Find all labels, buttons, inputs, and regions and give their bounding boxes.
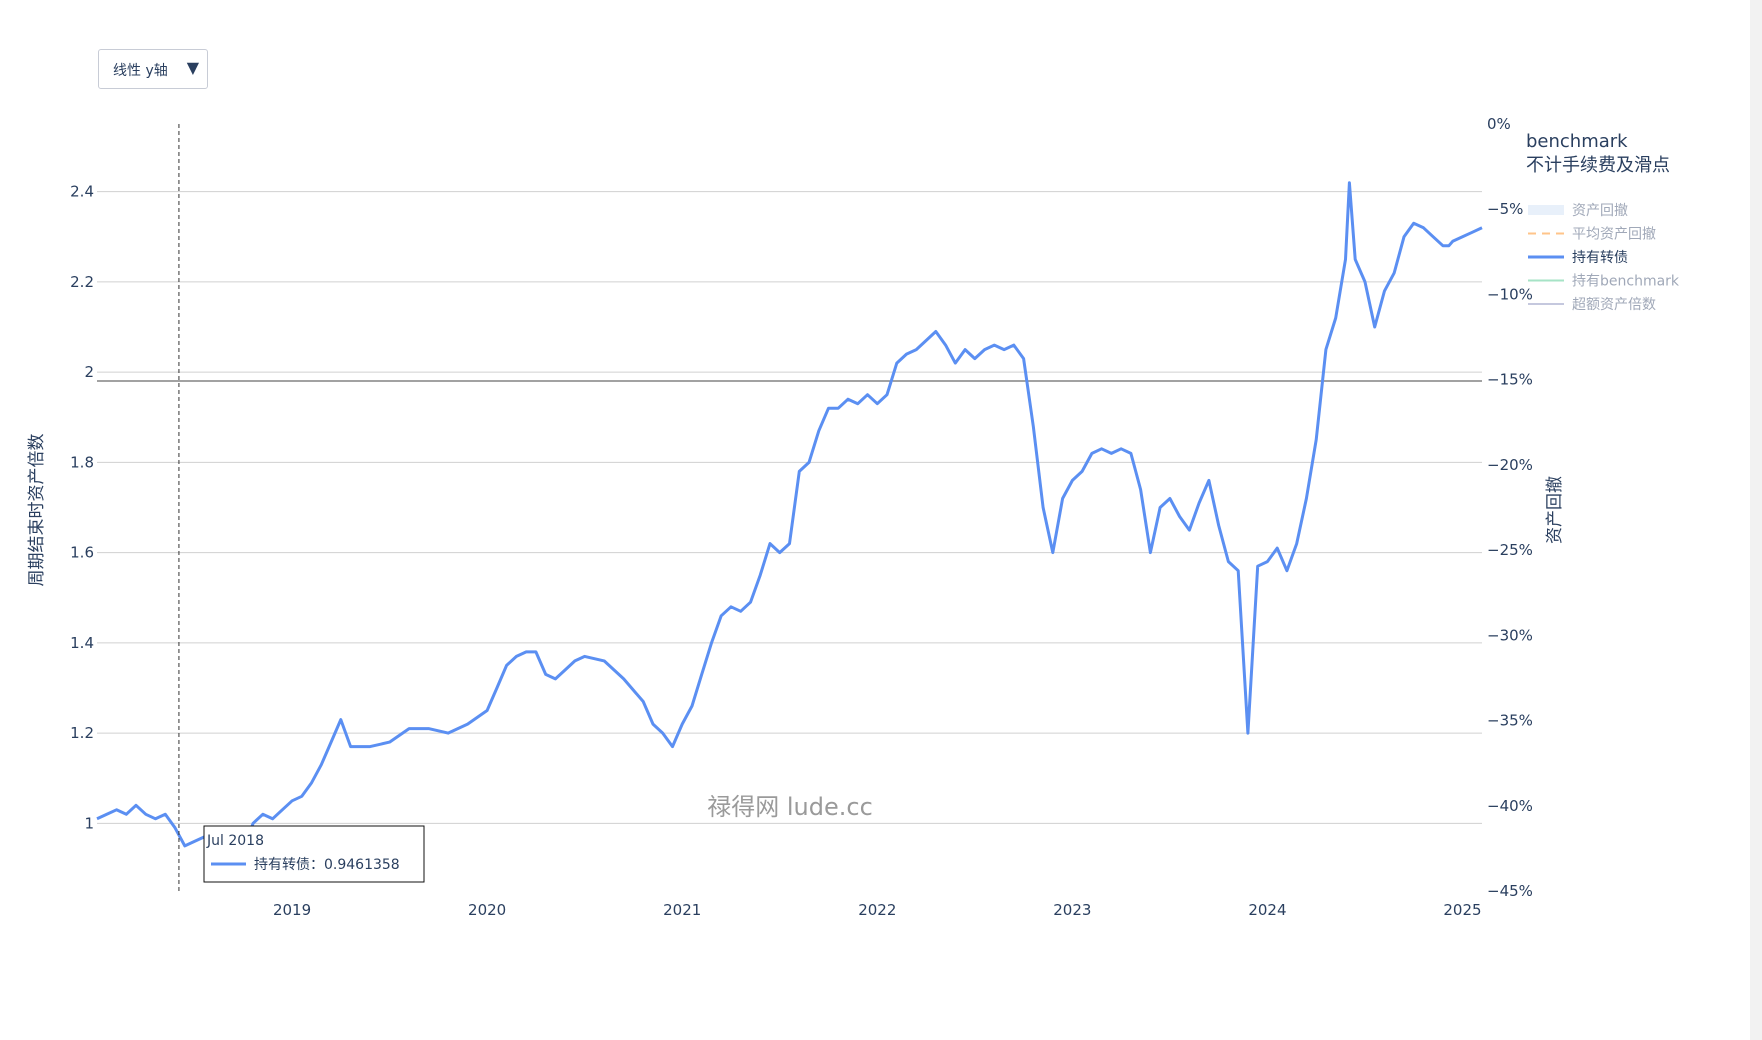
y-axis-title: 周期结束时资产倍数 <box>27 434 47 587</box>
x-tick-label: 2022 <box>858 901 896 919</box>
x-tick-label: 2025 <box>1443 901 1481 919</box>
page-scrollbar[interactable] <box>1750 0 1762 1040</box>
legend: benchmark 不计手续费及滑点 资产回撤平均资产回撤持有转债持有bench… <box>1526 131 1680 313</box>
y-axis-ticks: 1 1.2 1.4 1.6 1.8 2 2.2 2.4 <box>70 183 94 833</box>
y2-tick-label: 0% <box>1487 115 1511 133</box>
y-tick-label: 2.4 <box>70 183 94 201</box>
y2-tick-label: −25% <box>1487 541 1533 559</box>
hover-value: 0.9461358 <box>324 857 400 873</box>
svg-text:持有转债：0.9461358: 持有转债：0.9461358 <box>254 857 400 873</box>
legend-swatch <box>1528 205 1564 215</box>
x-axis-ticks: 2019 2020 2021 2022 2023 2024 2025 <box>273 901 1482 919</box>
legend-title-2: 不计手续费及滑点 <box>1526 155 1670 176</box>
x-tick-label: 2021 <box>663 901 701 919</box>
watermark: 禄得网 lude.cc <box>707 793 873 821</box>
hover-series-name: 持有转债 <box>254 857 310 873</box>
legend-label: 资产回撤 <box>1572 203 1628 219</box>
legend-item[interactable]: 资产回撤 <box>1528 203 1628 219</box>
legend-title-1: benchmark <box>1526 131 1628 152</box>
legend-item[interactable]: 持有转债 <box>1528 250 1628 266</box>
x-tick-label: 2024 <box>1248 901 1286 919</box>
series-line-holding-bonds[interactable] <box>96 181 1483 852</box>
y2-tick-label: −5% <box>1487 200 1523 218</box>
series-layer <box>96 181 1483 852</box>
x-tick-label: 2020 <box>468 901 506 919</box>
hover-date: Jul 2018 <box>206 833 264 849</box>
dropdown-label: 线性 y轴 <box>113 63 168 79</box>
hover-tooltip: Jul 2018 持有转债：0.9461358 <box>203 825 425 883</box>
y-tick-label: 1.4 <box>70 634 94 652</box>
y2-tick-label: −10% <box>1487 285 1533 303</box>
y2-tick-label: −35% <box>1487 712 1533 730</box>
hover-separator: ： <box>310 857 324 873</box>
y2-tick-label: −15% <box>1487 371 1533 389</box>
y-tick-label: 2.2 <box>70 273 94 291</box>
y2-tick-label: −20% <box>1487 456 1533 474</box>
x-tick-label: 2023 <box>1053 901 1091 919</box>
y-tick-label: 1.6 <box>70 544 94 562</box>
y-tick-label: 1.2 <box>70 724 94 742</box>
x-tick-label: 2019 <box>273 901 311 919</box>
legend-label: 持有转债 <box>1572 250 1628 266</box>
dropdown-arrow-icon: ▼ <box>186 58 199 77</box>
y-tick-label: 1.8 <box>70 453 94 471</box>
legend-label: 超额资产倍数 <box>1572 297 1656 313</box>
legend-item[interactable]: 超额资产倍数 <box>1528 297 1656 313</box>
y2-axis-title: 资产回撤 <box>1545 476 1565 544</box>
y-axis-scale-dropdown[interactable]: 线性 y轴 ▼ <box>98 49 208 89</box>
y2-tick-label: −30% <box>1487 626 1533 644</box>
legend-item[interactable]: 持有benchmark <box>1528 274 1680 290</box>
legend-label: 持有benchmark <box>1572 274 1680 290</box>
y2-tick-label: −45% <box>1487 882 1533 900</box>
legend-item[interactable]: 平均资产回撤 <box>1528 227 1656 243</box>
y-tick-label: 2 <box>84 363 94 381</box>
y2-axis-ticks: 0% −5% −10% −15% −20% −25% −30% −35% −40% −45% <box>1487 115 1533 900</box>
gridlines <box>97 191 1482 824</box>
y-tick-label: 1 <box>84 814 94 832</box>
legend-label: 平均资产回撤 <box>1572 227 1656 243</box>
y2-tick-label: −40% <box>1487 797 1533 815</box>
